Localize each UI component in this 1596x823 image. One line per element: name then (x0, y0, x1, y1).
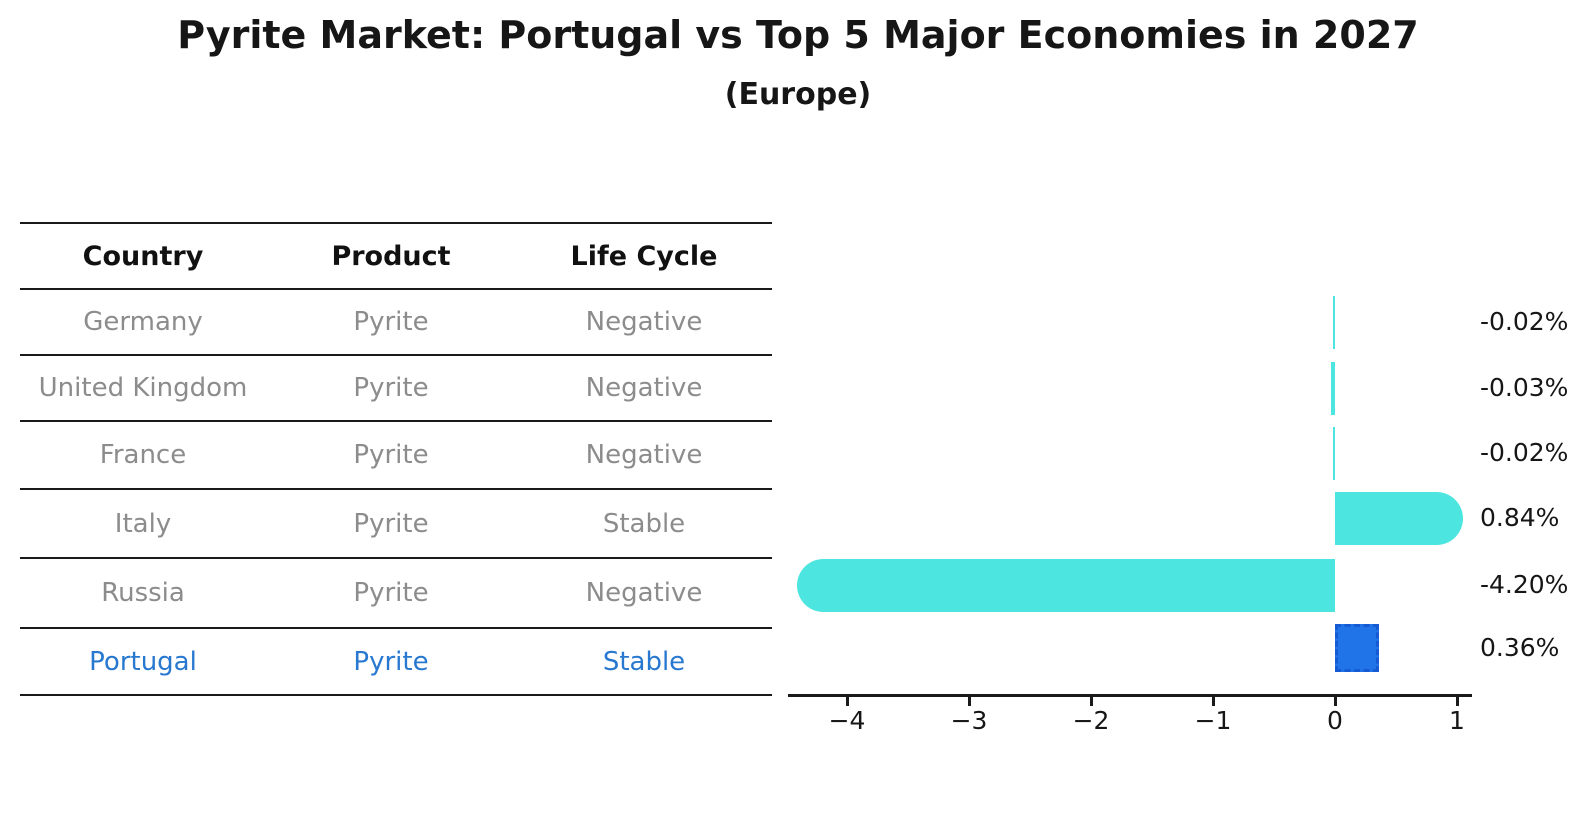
x-tick-mark (1211, 697, 1215, 706)
x-tick-mark (845, 697, 849, 706)
x-axis-line (788, 694, 1472, 697)
cell-life-cycle: Negative (585, 440, 703, 470)
x-tick-label: −3 (950, 706, 988, 735)
table-row: Italy Pyrite Stable (20, 488, 772, 557)
cell-country: Russia (101, 578, 185, 608)
country-table: Country Product Life Cycle Germany Pyrit… (20, 222, 772, 696)
header-product: Product (331, 240, 451, 272)
chart-title: Pyrite Market: Portugal vs Top 5 Major E… (177, 13, 1419, 57)
cell-life-cycle: Stable (602, 646, 686, 677)
cell-country: United Kingdom (38, 373, 248, 403)
value-label-portugal: 0.36% (1480, 633, 1560, 662)
cell-product: Pyrite (353, 646, 429, 677)
bar-france (1332, 426, 1335, 480)
chart-subtitle: (Europe) (724, 77, 872, 112)
cell-product: Pyrite (353, 373, 429, 403)
cell-life-cycle: Stable (602, 508, 686, 539)
value-label-france: -0.02% (1480, 438, 1569, 467)
value-label-germany: -0.02% (1480, 307, 1569, 336)
table-row-portugal: Portugal Pyrite Stable (20, 627, 772, 696)
cell-life-cycle: Negative (585, 373, 703, 403)
table-row: Germany Pyrite Negative (20, 288, 772, 354)
header-country: Country (82, 240, 204, 272)
header-life-cycle: Life Cycle (570, 240, 718, 272)
bar-portugal (1335, 624, 1379, 672)
x-tick-mark (1333, 697, 1337, 706)
value-label-russia: -4.20% (1480, 570, 1569, 599)
cell-country: Italy (114, 508, 172, 539)
x-tick-label: 1 (1449, 706, 1465, 735)
cell-product: Pyrite (353, 440, 429, 470)
value-label-italy: 0.84% (1480, 503, 1560, 532)
table-header-row: Country Product Life Cycle (20, 222, 772, 288)
x-tick-mark (1089, 697, 1093, 706)
x-tick-label: −2 (1072, 706, 1110, 735)
cell-life-cycle: Negative (585, 578, 703, 608)
table-row: Russia Pyrite Negative (20, 557, 772, 627)
cell-country: Portugal (89, 646, 197, 677)
cell-product: Pyrite (353, 307, 429, 337)
cell-country: Germany (83, 307, 203, 337)
cell-life-cycle: Negative (585, 307, 703, 337)
bar-united-kingdom (1331, 361, 1335, 415)
cell-product: Pyrite (353, 508, 429, 539)
x-tick-mark (1455, 697, 1459, 706)
value-label-united-kingdom: -0.03% (1480, 373, 1569, 402)
bar-italy (1335, 491, 1464, 545)
x-tick-label: −4 (828, 706, 866, 735)
bar-germany (1332, 295, 1335, 349)
x-tick-label: −1 (1194, 706, 1232, 735)
table-row: France Pyrite Negative (20, 420, 772, 488)
x-tick-mark (967, 697, 971, 706)
bar-russia (796, 558, 1335, 612)
cell-product: Pyrite (353, 578, 429, 608)
table-row: United Kingdom Pyrite Negative (20, 354, 772, 420)
cell-country: France (99, 440, 187, 470)
x-tick-label: 0 (1327, 706, 1343, 735)
